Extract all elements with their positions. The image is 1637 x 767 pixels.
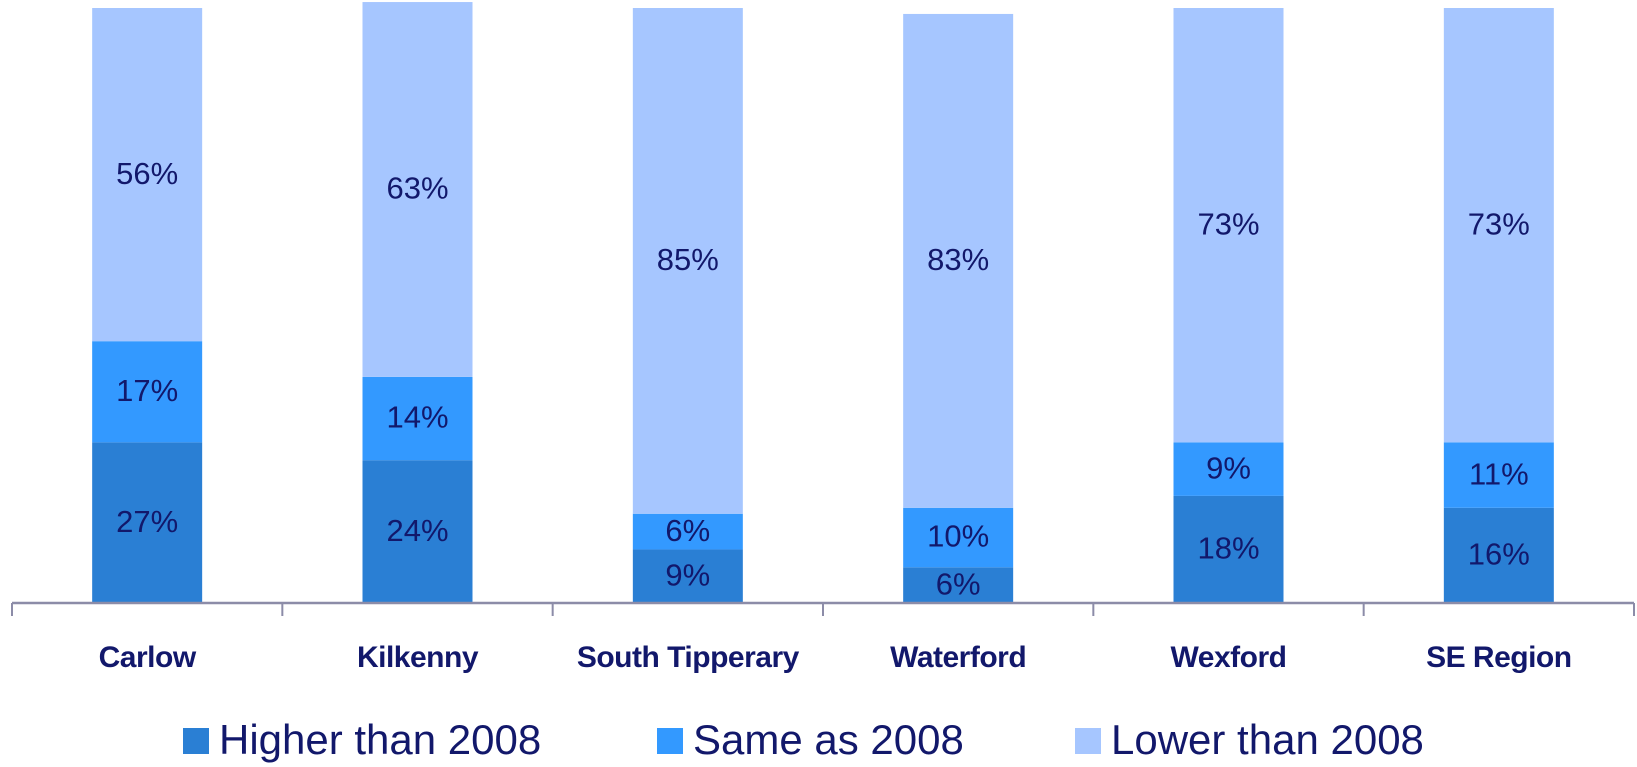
- bar-segment: [362, 376, 473, 461]
- bar-segment: [632, 549, 743, 603]
- value-label: 56%: [116, 156, 178, 191]
- x-tick-label: Carlow: [99, 641, 197, 674]
- x-tick-label: Waterford: [890, 641, 1026, 674]
- bar-segment: [92, 341, 203, 443]
- bar-segment: [1173, 495, 1284, 603]
- bar-segment: [903, 507, 1014, 568]
- bar-segment: [903, 567, 1014, 603]
- value-label: 17%: [116, 373, 178, 408]
- bar-segment: [1443, 442, 1554, 508]
- value-label: 9%: [1206, 450, 1251, 485]
- value-label: 9%: [665, 557, 710, 592]
- legend-swatch: [1075, 728, 1101, 754]
- bar-segment: [1173, 8, 1284, 443]
- legend-label: Higher than 2008: [219, 716, 541, 763]
- bar-segment: [1443, 8, 1554, 443]
- bar-segment: [903, 13, 1014, 508]
- bar-segment: [92, 442, 203, 603]
- legend-swatch: [657, 728, 683, 754]
- value-label: 18%: [1197, 531, 1259, 566]
- bar-segment: [632, 8, 743, 514]
- value-label: 24%: [386, 513, 448, 548]
- value-label: 73%: [1197, 206, 1259, 241]
- value-label: 85%: [657, 242, 719, 277]
- legend-label: Lower than 2008: [1111, 716, 1424, 763]
- x-tick-label: South Tipperary: [577, 641, 800, 674]
- value-label: 63%: [386, 171, 448, 206]
- bar-segment: [362, 460, 473, 603]
- bar-segment: [632, 513, 743, 550]
- value-label: 6%: [665, 513, 710, 548]
- value-label: 27%: [116, 504, 178, 539]
- legend-swatch: [183, 728, 209, 754]
- value-label: 6%: [936, 566, 981, 601]
- value-label: 83%: [927, 242, 989, 277]
- x-tick-label: SE Region: [1426, 641, 1572, 674]
- value-label: 11%: [1469, 456, 1529, 491]
- value-label: 14%: [386, 400, 448, 435]
- x-tick-label: Wexford: [1171, 641, 1287, 674]
- value-label: 10%: [927, 519, 989, 554]
- bar-segment: [1173, 442, 1284, 496]
- bar-segment: [92, 8, 203, 342]
- value-label: 73%: [1468, 206, 1530, 241]
- value-label: 16%: [1468, 537, 1530, 572]
- bar-segment: [1443, 507, 1554, 603]
- legend-label: Same as 2008: [693, 716, 964, 763]
- x-tick-label: Kilkenny: [357, 641, 479, 674]
- bar-segment: [362, 2, 473, 377]
